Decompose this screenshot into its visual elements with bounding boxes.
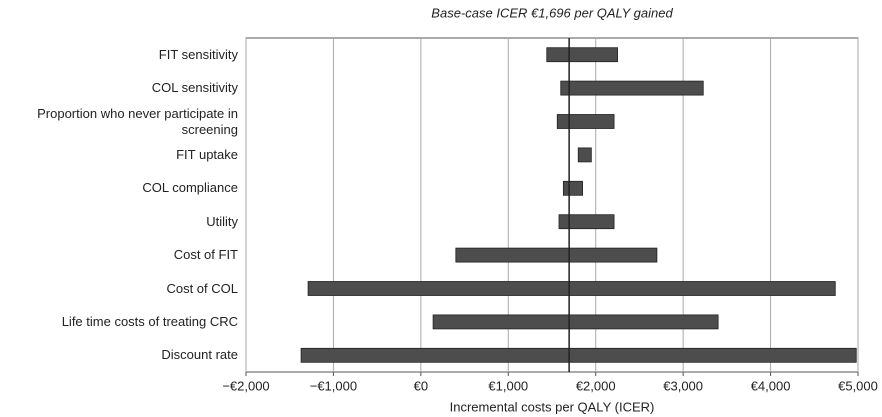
bar [307, 281, 836, 296]
bar [577, 147, 592, 163]
x-tick-label: €2,000 [576, 378, 616, 393]
bar [455, 247, 658, 263]
category-label: Discount rate [161, 347, 238, 363]
x-tick-label: −€1,000 [310, 378, 357, 393]
category-label: Proportion who never participate in scre… [37, 105, 238, 137]
bar [558, 214, 615, 230]
category-label: Utility [206, 213, 238, 229]
bar [556, 114, 615, 129]
bar [562, 180, 584, 196]
category-label: Cost of COL [166, 280, 238, 296]
x-axis-title: Incremental costs per QALY (ICER) [450, 399, 655, 414]
category-label: Cost of FIT [173, 247, 238, 263]
category-label: FIT uptake [176, 146, 238, 162]
bar [300, 347, 857, 363]
x-tick-label: €1,000 [488, 378, 528, 393]
chart-title: Base-case ICER €1,696 per QALY gained [431, 5, 673, 20]
category-label: COL sensitivity [151, 80, 238, 96]
x-tick-label: €5,000 [838, 378, 878, 393]
category-label: COL compliance [142, 180, 238, 196]
bar [432, 314, 719, 330]
category-label: Life time costs of treating CRC [61, 313, 238, 329]
x-tick-label: €0 [414, 378, 428, 393]
x-tick-label: €3,000 [663, 378, 703, 393]
x-tick-label: −€2,000 [222, 378, 269, 393]
bar [560, 80, 704, 96]
category-label: FIT sensitivity [158, 46, 238, 62]
x-tick-label: €4,000 [751, 378, 791, 393]
bar [546, 47, 618, 63]
